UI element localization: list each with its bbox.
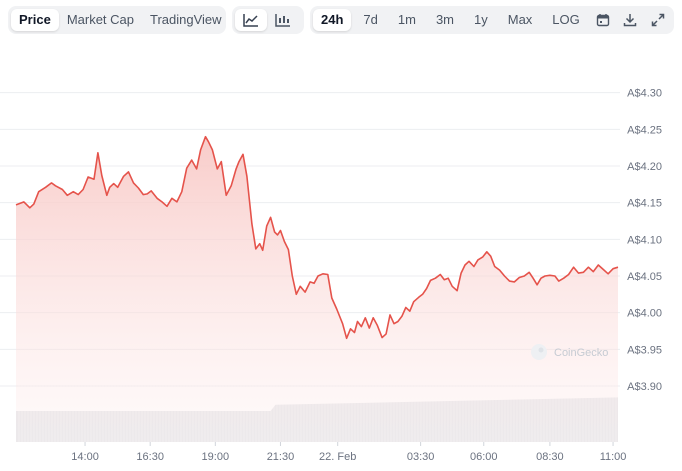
x-tick-label: 14:00 bbox=[71, 451, 99, 463]
range-tab-group: 24h 7d 1m 3m 1y Max LOG bbox=[310, 6, 674, 34]
coingecko-watermark: CoinGecko bbox=[531, 344, 608, 360]
candlestick-chart-icon[interactable] bbox=[267, 9, 299, 31]
x-axis: 14:00 16:30 19:00 21:30 22. Feb 03:30 06:00 08:… bbox=[71, 442, 626, 463]
y-tick-label: A$4.25 bbox=[627, 124, 662, 136]
tab-range-24h[interactable]: 24h bbox=[313, 9, 352, 31]
x-tick-label: 11:00 bbox=[600, 451, 627, 463]
y-tick-label: A$4.05 bbox=[627, 271, 662, 283]
tab-range-max[interactable]: Max bbox=[507, 12, 533, 27]
tab-log-scale[interactable]: LOG bbox=[552, 12, 580, 27]
y-tick-label: A$3.95 bbox=[627, 344, 662, 356]
coingecko-logo-eye bbox=[538, 347, 544, 353]
x-tick-label: 21:30 bbox=[267, 451, 295, 463]
price-area-fill bbox=[16, 136, 618, 442]
metric-tab-group: Price Market Cap TradingView bbox=[8, 6, 226, 34]
line-chart-icon[interactable] bbox=[235, 9, 267, 31]
coingecko-logo-icon bbox=[531, 344, 547, 360]
tab-range-1y[interactable]: 1y bbox=[474, 12, 488, 27]
price-chart[interactable]: CoinGecko A$4.30 A$4.25 A$4.20 A$4.15 A$4.10… bbox=[0, 40, 682, 471]
y-tick-label: A$4.30 bbox=[627, 88, 662, 100]
tab-tradingview[interactable]: TradingView bbox=[150, 12, 222, 27]
x-tick-label: 08:30 bbox=[536, 451, 564, 463]
tab-range-1m[interactable]: 1m bbox=[397, 12, 416, 27]
x-tick-label: 06:00 bbox=[470, 451, 498, 463]
x-tick-label: 19:00 bbox=[202, 451, 230, 463]
y-tick-label: A$4.20 bbox=[627, 161, 662, 173]
y-tick-label: A$4.10 bbox=[627, 234, 662, 246]
y-tick-label: A$4.00 bbox=[627, 308, 662, 320]
x-tick-label: 03:30 bbox=[407, 451, 435, 463]
calendar-icon[interactable] bbox=[590, 9, 616, 31]
tab-price[interactable]: Price bbox=[11, 9, 59, 31]
download-icon[interactable] bbox=[618, 9, 644, 31]
tab-range-7d[interactable]: 7d bbox=[363, 12, 378, 27]
price-line bbox=[15, 135, 619, 340]
y-axis: A$4.30 A$4.25 A$4.20 A$4.15 A$4.10 A$4.05 A$4.… bbox=[627, 88, 662, 393]
expand-icon[interactable] bbox=[645, 9, 671, 31]
chart-type-group bbox=[232, 6, 304, 34]
tab-range-3m[interactable]: 3m bbox=[435, 12, 454, 27]
watermark-text: CoinGecko bbox=[554, 347, 608, 359]
y-tick-label: A$4.15 bbox=[627, 198, 662, 210]
tab-market-cap[interactable]: Market Cap bbox=[66, 12, 135, 27]
chart-toolbar: Price Market Cap TradingView 24h 7d 1m 3… bbox=[8, 6, 674, 34]
y-tick-label: A$3.90 bbox=[627, 381, 662, 393]
x-tick-label: 22. Feb bbox=[319, 451, 356, 463]
x-tick-label: 16:30 bbox=[136, 451, 164, 463]
